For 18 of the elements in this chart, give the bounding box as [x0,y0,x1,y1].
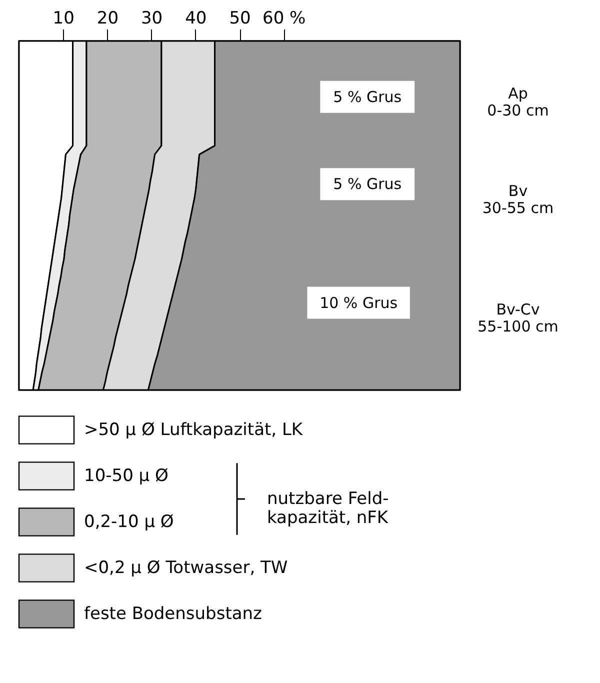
x-tick-label: 60 % [262,8,306,28]
annotation: 5 % Grus [333,88,402,106]
x-tick-label: 40 [185,8,207,28]
text: Bv-Cv 55-100 cm [478,300,558,336]
text: nutzbare Feld- kapazität, nFK [267,489,389,528]
annotation: 10 % Grus [320,294,398,312]
text: Ap 0-30 cm [487,84,549,120]
legend-label: <0,2 μ Ø Totwasser, TW [84,558,288,578]
legend-label: >50 μ Ø Luftkapazität, LK [84,420,304,440]
legend-label: feste Bodensubstanz [84,604,262,624]
text: Bv 30-55 cm [482,182,554,218]
x-tick-label: 20 [96,8,119,28]
x-tick-label: 50 [229,8,251,28]
legend-label: 10-50 μ Ø [84,466,168,486]
annotation: 5 % Grus [333,175,402,194]
x-tick-label: 10 [52,8,74,28]
x-tick-label: 30 [140,8,163,28]
legend-label: 0,2-10 μ Ø [84,512,174,532]
